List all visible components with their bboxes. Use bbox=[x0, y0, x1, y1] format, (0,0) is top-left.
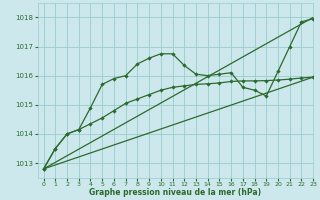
X-axis label: Graphe pression niveau de la mer (hPa): Graphe pression niveau de la mer (hPa) bbox=[89, 188, 261, 197]
